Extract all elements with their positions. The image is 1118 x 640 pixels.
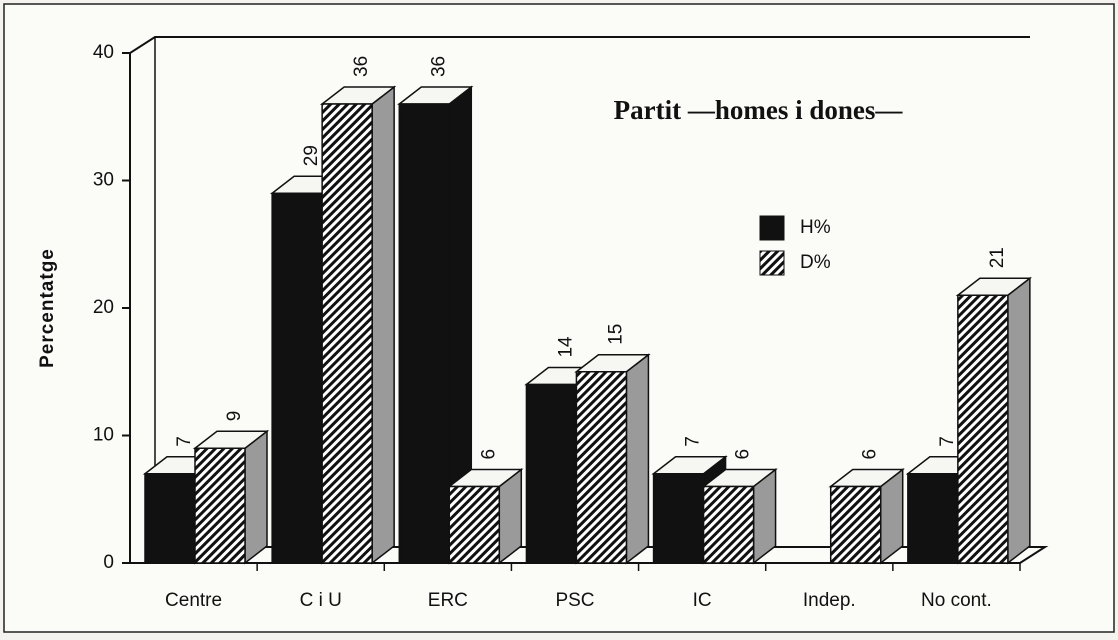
- bar-front: [321, 103, 373, 564]
- bar: [447, 467, 524, 565]
- y-tick-label: 0: [103, 552, 114, 573]
- bar-front: [575, 371, 628, 564]
- bar-front: [398, 103, 451, 564]
- value-label: 7: [683, 436, 704, 447]
- bar-front: [194, 447, 246, 564]
- bar: [192, 429, 270, 565]
- x-tick-label: Centre: [165, 590, 222, 611]
- bar-front: [702, 485, 755, 564]
- value-label: 36: [428, 56, 449, 77]
- x-tick-label: IC: [693, 590, 712, 611]
- value-label: 15: [605, 324, 626, 345]
- legend-swatch: [759, 215, 785, 241]
- chart-title: Partit —homes i dones—: [614, 95, 904, 125]
- value-label: 7: [937, 436, 958, 447]
- value-label: 6: [478, 449, 499, 460]
- bar-side: [244, 429, 268, 565]
- bar-front: [144, 473, 196, 564]
- y-tick-label: 30: [93, 170, 114, 191]
- bar: [828, 467, 905, 565]
- bar-front: [448, 485, 501, 564]
- bar-front: [525, 383, 578, 564]
- value-label: 21: [987, 247, 1008, 268]
- value-label: 36: [351, 56, 372, 77]
- bar-front: [957, 294, 1009, 564]
- bar: [955, 276, 1033, 565]
- bar-side: [1007, 276, 1031, 565]
- legend-swatch: [759, 250, 785, 276]
- bar: [397, 85, 474, 565]
- legend-label: H%: [800, 217, 831, 238]
- x-tick-label: ERC: [428, 590, 468, 611]
- bar-side: [371, 85, 395, 565]
- x-tick-label: Indep.: [803, 590, 856, 611]
- value-label: 6: [733, 449, 754, 460]
- value-label: 6: [860, 449, 881, 460]
- bar: [574, 353, 651, 565]
- value-label: 7: [174, 436, 195, 447]
- x-tick-label: No cont.: [921, 590, 992, 611]
- bar: [701, 467, 778, 565]
- bar-front: [271, 192, 323, 564]
- bar-front: [652, 473, 705, 564]
- bar-front: [907, 473, 959, 564]
- bar-side: [625, 353, 650, 565]
- bar: [319, 85, 397, 565]
- y-tick-label: 40: [93, 42, 114, 63]
- value-label: 29: [301, 145, 322, 166]
- y-axis-label: Percentatge: [37, 248, 58, 368]
- x-tick-label: PSC: [555, 590, 594, 611]
- legend-label: D%: [800, 252, 831, 273]
- value-label: 9: [224, 411, 245, 422]
- value-label: 14: [555, 336, 576, 358]
- y-tick-label: 20: [93, 297, 114, 318]
- x-tick-label: C i U: [300, 590, 342, 611]
- y-tick-label: 10: [93, 425, 114, 446]
- bar-front: [829, 485, 882, 564]
